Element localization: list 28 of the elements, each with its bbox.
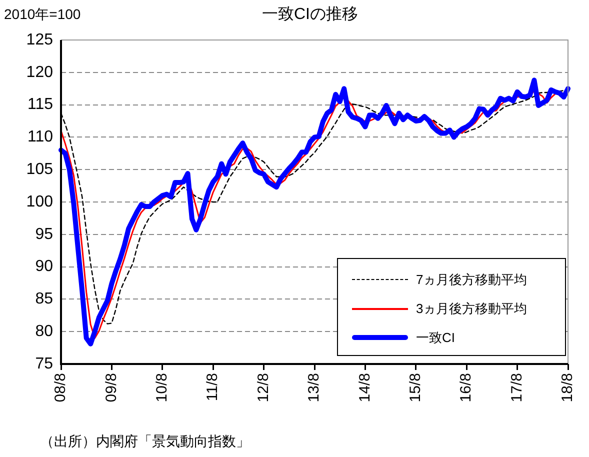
text: （出所）内閣府「景気動向指数」	[40, 433, 250, 451]
x-tick-label: 13/8	[306, 373, 323, 402]
x-tick-label: 10/8	[154, 373, 171, 402]
y-tick-label: 110	[27, 128, 54, 146]
x-tick-label: 11/8	[204, 373, 222, 402]
y-tick-label: 120	[26, 64, 54, 81]
x-tick-label: 09/8	[102, 373, 120, 402]
y-tick-label: 95	[35, 226, 54, 243]
legend-label: 一致CI	[416, 328, 455, 346]
x-tick-label: 16/8	[458, 373, 475, 402]
chart-title: 一致CIの推移	[261, 5, 359, 25]
x-tick-label: 14/8	[356, 373, 374, 402]
legend-label: 7ヵ月後方移動平均	[416, 270, 528, 288]
y-tick-label: 105	[26, 161, 54, 178]
x-tick-label: 17/8	[508, 373, 526, 402]
x-tick-label: 18/8	[559, 373, 576, 402]
y-tick-label: 115	[27, 96, 54, 114]
y-tick-label: 80	[35, 323, 54, 340]
y-axis-title: 2010年=100	[4, 6, 81, 24]
legend-label: 3ヵ月後方移動平均	[416, 300, 528, 318]
y-tick-label: 75	[35, 355, 54, 372]
x-tick-label: 08/8	[52, 373, 70, 402]
y-tick-label: 100	[26, 193, 54, 210]
y-tick-label: 85	[35, 290, 54, 308]
y-tick-label: 125	[26, 31, 54, 48]
x-tick-label: 15/8	[407, 373, 424, 402]
x-tick-label: 12/8	[254, 373, 272, 402]
y-tick-label: 90	[35, 258, 54, 276]
